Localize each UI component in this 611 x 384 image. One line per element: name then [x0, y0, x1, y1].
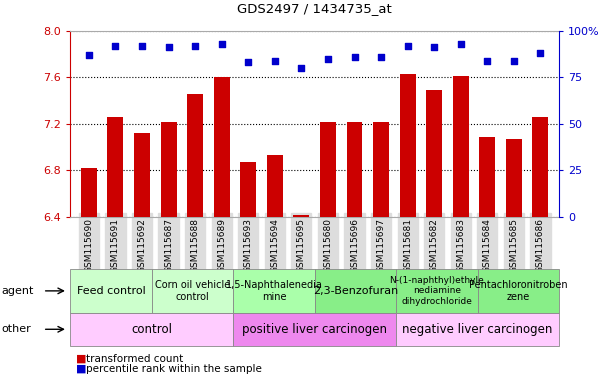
Text: ■: ■	[76, 364, 87, 374]
Text: 2,3-Benzofuran: 2,3-Benzofuran	[313, 286, 398, 296]
Bar	[346, 121, 362, 384]
Text: Pentachloronitroben
zene: Pentachloronitroben zene	[469, 280, 568, 302]
Text: percentile rank within the sample: percentile rank within the sample	[86, 364, 262, 374]
Bar	[214, 77, 230, 384]
Bar	[320, 121, 336, 384]
Point	[483, 58, 492, 64]
Text: other: other	[2, 324, 32, 334]
Bar	[161, 121, 177, 384]
Bar	[400, 74, 415, 384]
Bar	[506, 139, 522, 384]
Point	[349, 54, 359, 60]
Point	[137, 43, 147, 49]
Bar	[108, 117, 123, 384]
Bar	[293, 215, 309, 384]
Bar	[134, 133, 150, 384]
Point	[430, 45, 439, 51]
Point	[270, 58, 280, 64]
Text: Feed control: Feed control	[76, 286, 145, 296]
Bar	[240, 162, 256, 384]
Point	[536, 50, 546, 56]
Bar	[480, 137, 496, 384]
Point	[84, 52, 93, 58]
Text: 1,5-Naphthalenedia
mine: 1,5-Naphthalenedia mine	[225, 280, 323, 302]
Text: N-(1-naphthyl)ethyle
nediamine
dihydrochloride: N-(1-naphthyl)ethyle nediamine dihydroch…	[389, 276, 485, 306]
Point	[296, 65, 306, 71]
Bar	[81, 168, 97, 384]
Point	[403, 43, 412, 49]
Point	[376, 54, 386, 60]
Point	[217, 41, 227, 47]
Bar	[373, 121, 389, 384]
Text: control: control	[131, 323, 172, 336]
Point	[190, 43, 200, 49]
Text: ■: ■	[76, 354, 87, 364]
Text: transformed count: transformed count	[86, 354, 183, 364]
Text: agent: agent	[2, 286, 34, 296]
Point	[243, 59, 253, 65]
Point	[323, 56, 333, 62]
Point	[456, 41, 466, 47]
Point	[164, 45, 174, 51]
Bar	[426, 90, 442, 384]
Bar	[453, 76, 469, 384]
Point	[111, 43, 120, 49]
Text: Corn oil vehicle
control: Corn oil vehicle control	[155, 280, 230, 302]
Point	[509, 58, 519, 64]
Bar	[187, 94, 203, 384]
Text: GDS2497 / 1434735_at: GDS2497 / 1434735_at	[237, 2, 392, 15]
Text: negative liver carcinogen: negative liver carcinogen	[403, 323, 553, 336]
Text: positive liver carcinogen: positive liver carcinogen	[242, 323, 387, 336]
Bar	[533, 117, 549, 384]
Bar	[267, 155, 283, 384]
